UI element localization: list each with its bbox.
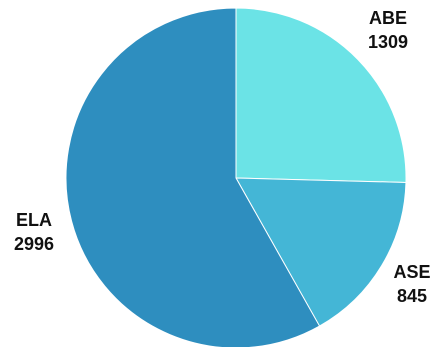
pie-slices bbox=[65, 7, 407, 347]
slice-label-abe: ABE bbox=[369, 8, 407, 28]
slice-label-ase: ASE bbox=[393, 262, 430, 282]
pie-slice-ase bbox=[235, 177, 407, 327]
pie-slice-abe bbox=[235, 7, 407, 183]
slice-value-ase: 845 bbox=[397, 286, 427, 306]
slice-label-ela: ELA bbox=[16, 210, 52, 230]
pie-slice-ela bbox=[65, 7, 321, 347]
slice-value-abe: 1309 bbox=[368, 32, 408, 52]
slice-value-ela: 2996 bbox=[14, 234, 54, 254]
slice-labels: ABE 1309 ASE 845 ELA 2996 bbox=[14, 8, 431, 306]
